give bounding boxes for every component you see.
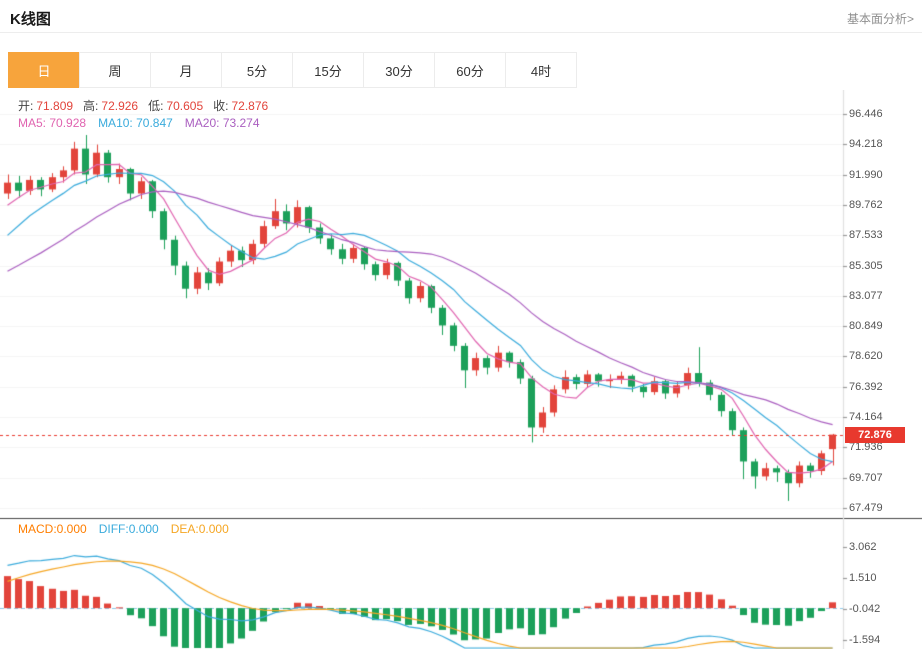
tab-日[interactable]: 日 [8, 52, 80, 88]
tab-周[interactable]: 周 [79, 52, 151, 88]
fundamental-analysis-link[interactable]: 基本面分析> [846, 12, 914, 26]
header: K线图 基本面分析> [0, 0, 922, 33]
price-tick-label: 89.762 [849, 199, 883, 211]
price-tick-label: 71.936 [849, 441, 883, 453]
price-tick-label: 96.446 [849, 108, 883, 120]
ma5-value: 70.928 [49, 116, 87, 130]
macd-label: MACD: [18, 522, 57, 536]
price-tick-label: 94.218 [849, 138, 883, 150]
dea-label: DEA: [170, 522, 199, 536]
high-value: 72.926 [101, 99, 139, 113]
ma10-value: 70.847 [136, 116, 173, 130]
tab-30分[interactable]: 30分 [363, 52, 435, 88]
price-tick-label: 67.479 [849, 502, 883, 514]
kline-chart-canvas[interactable] [0, 90, 922, 649]
price-tick-label: 76.392 [849, 381, 883, 393]
tab-5分[interactable]: 5分 [221, 52, 293, 88]
price-tick-label: 87.533 [849, 229, 883, 241]
macd-tick-label: -0.042 [849, 603, 881, 615]
page-title: K线图 [10, 11, 51, 28]
close-label: 收: [213, 99, 229, 113]
price-tick-label: 80.849 [849, 320, 883, 332]
macd-tick-label: 3.062 [849, 541, 877, 553]
open-value: 71.809 [36, 99, 74, 113]
price-tick-label: 85.305 [849, 260, 883, 272]
low-label: 低: [148, 99, 164, 113]
timeframe-tabs: 日周月 5分 15分 30分 60分 4时 [8, 52, 577, 88]
diff-value: 0.000 [128, 522, 159, 536]
dea-value: 0.000 [198, 522, 229, 536]
high-label: 高: [83, 99, 99, 113]
tab-15分[interactable]: 15分 [292, 52, 364, 88]
macd-value: 0.000 [56, 522, 87, 536]
ma20-value: 73.274 [222, 116, 260, 130]
macd-tick-label: 1.510 [849, 572, 877, 584]
open-label: 开: [18, 99, 34, 113]
last-price-tag: 72.876 [845, 427, 905, 443]
macd-legend: MACD:0.000 DIFF:0.000 DEA:0.000 [18, 522, 241, 536]
diff-label: DIFF: [98, 522, 129, 536]
ma10-label: MA10: [98, 116, 133, 130]
macd-tick-label: -1.594 [849, 634, 881, 646]
ma-legend: MA5: 70.928 MA10: 70.847 MA20: 73.274 [18, 116, 272, 130]
price-tick-label: 78.620 [849, 350, 883, 362]
price-tick-label: 74.164 [849, 411, 883, 423]
ma20-label: MA20: [184, 116, 220, 130]
tab-4时[interactable]: 4时 [505, 52, 577, 88]
ma5-label: MA5: [18, 116, 47, 130]
low-value: 70.605 [166, 99, 204, 113]
price-tick-label: 91.990 [849, 169, 883, 181]
price-tick-label: 69.707 [849, 472, 883, 484]
tab-60分[interactable]: 60分 [434, 52, 506, 88]
ohlc-legend: 开: 71.809 高: 72.926 低: 70.605 收: 72.876 [18, 97, 278, 114]
tab-月[interactable]: 月 [150, 52, 222, 88]
price-tick-label: 83.077 [849, 290, 883, 302]
close-value: 72.876 [231, 99, 269, 113]
